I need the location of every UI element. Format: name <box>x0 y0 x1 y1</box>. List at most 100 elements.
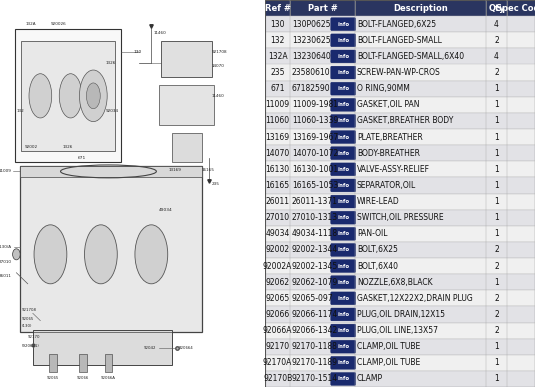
Text: 92170: 92170 <box>28 335 40 339</box>
Text: 11460: 11460 <box>154 31 166 35</box>
Text: 2: 2 <box>494 294 499 303</box>
Bar <box>20 166 202 332</box>
Text: 1: 1 <box>494 116 499 125</box>
Text: 92002: 92002 <box>25 146 39 149</box>
Text: BOLT,6X25: BOLT,6X25 <box>357 245 398 254</box>
Text: 11009: 11009 <box>0 170 11 173</box>
Text: 27010: 27010 <box>265 213 290 222</box>
Text: 13169: 13169 <box>169 168 182 171</box>
Bar <box>265 97 535 113</box>
Text: info: info <box>337 247 349 252</box>
Bar <box>105 354 112 372</box>
Text: 92065: 92065 <box>21 317 34 321</box>
Text: info: info <box>337 328 349 333</box>
Text: 1: 1 <box>494 229 499 238</box>
Text: CLAMP: CLAMP <box>357 375 383 384</box>
Text: info: info <box>337 264 349 269</box>
Text: 26011: 26011 <box>266 197 289 206</box>
Bar <box>265 355 535 371</box>
Text: 92066A: 92066A <box>263 326 293 335</box>
Text: Part #: Part # <box>308 3 338 12</box>
Text: 16130/A: 16130/A <box>0 245 11 249</box>
Text: 2: 2 <box>494 326 499 335</box>
FancyBboxPatch shape <box>331 179 356 192</box>
Bar <box>486 0 507 16</box>
Text: Spec Code: Spec Code <box>496 3 535 12</box>
Text: 49034: 49034 <box>159 208 173 212</box>
Text: 92066: 92066 <box>265 310 290 319</box>
Bar <box>49 354 57 372</box>
Bar <box>15 29 121 162</box>
FancyBboxPatch shape <box>331 163 356 176</box>
Bar <box>162 41 212 77</box>
Text: info: info <box>337 54 349 59</box>
Bar <box>265 80 535 97</box>
Text: 13230625: 13230625 <box>292 36 331 45</box>
FancyBboxPatch shape <box>331 66 356 79</box>
Text: 92002: 92002 <box>265 245 290 254</box>
FancyBboxPatch shape <box>331 50 356 63</box>
Text: 92066: 92066 <box>77 376 89 380</box>
Text: SEPARATOR,OIL: SEPARATOR,OIL <box>357 181 416 190</box>
FancyBboxPatch shape <box>331 292 356 305</box>
Text: 92170A: 92170A <box>263 358 292 367</box>
Text: 130: 130 <box>270 20 285 29</box>
FancyBboxPatch shape <box>331 260 356 272</box>
Text: 92170-1189: 92170-1189 <box>292 358 338 367</box>
Text: 1: 1 <box>494 100 499 109</box>
Text: 14070-1072: 14070-1072 <box>292 149 338 158</box>
Bar <box>265 129 535 145</box>
Text: 4: 4 <box>494 20 499 29</box>
Text: 1: 1 <box>494 181 499 190</box>
Text: 26011: 26011 <box>0 274 11 278</box>
Text: 1: 1 <box>494 197 499 206</box>
Bar <box>265 226 535 242</box>
Text: BODY-BREATHER: BODY-BREATHER <box>357 149 420 158</box>
Text: 132: 132 <box>17 109 24 113</box>
Text: VALVE-ASSY-RELIEF: VALVE-ASSY-RELIEF <box>357 165 430 174</box>
Text: 2: 2 <box>494 68 499 77</box>
Bar <box>265 242 535 258</box>
Text: info: info <box>337 135 349 140</box>
Text: 92065: 92065 <box>47 376 59 380</box>
FancyBboxPatch shape <box>331 18 356 31</box>
Text: Ref #: Ref # <box>265 3 291 12</box>
Ellipse shape <box>135 225 168 284</box>
Text: Qty: Qty <box>488 3 505 12</box>
Text: 1: 1 <box>494 375 499 384</box>
Bar <box>265 274 535 290</box>
Text: (130): (130) <box>21 324 32 328</box>
Text: 16165: 16165 <box>265 181 290 190</box>
Bar <box>265 258 535 274</box>
Bar <box>265 48 535 65</box>
Text: 23580610: 23580610 <box>292 68 331 77</box>
Ellipse shape <box>34 225 67 284</box>
FancyBboxPatch shape <box>331 308 356 321</box>
Text: 921708: 921708 <box>212 50 227 54</box>
FancyBboxPatch shape <box>331 82 356 95</box>
Text: 1: 1 <box>494 84 499 93</box>
Text: 920026: 920026 <box>50 22 66 26</box>
Ellipse shape <box>29 74 52 118</box>
Bar <box>172 133 202 162</box>
Text: info: info <box>337 22 349 27</box>
Text: 16165-1053: 16165-1053 <box>292 181 338 190</box>
FancyBboxPatch shape <box>331 373 356 385</box>
Text: (920621): (920621) <box>21 344 39 348</box>
Text: PAN-OIL: PAN-OIL <box>357 229 387 238</box>
Text: info: info <box>337 118 349 123</box>
Text: 132: 132 <box>271 36 285 45</box>
Text: 1: 1 <box>494 342 499 351</box>
Bar <box>265 339 535 355</box>
Text: 49034: 49034 <box>265 229 290 238</box>
Text: GASKET,OIL PAN: GASKET,OIL PAN <box>357 100 419 109</box>
Text: 92066A: 92066A <box>101 376 116 380</box>
FancyBboxPatch shape <box>331 115 356 127</box>
Text: info: info <box>337 151 349 156</box>
Bar <box>265 32 535 48</box>
Text: 92170-1188: 92170-1188 <box>292 342 338 351</box>
Text: info: info <box>337 312 349 317</box>
Bar <box>20 166 202 177</box>
Text: 67182590: 67182590 <box>292 84 331 93</box>
Bar <box>265 16 535 32</box>
